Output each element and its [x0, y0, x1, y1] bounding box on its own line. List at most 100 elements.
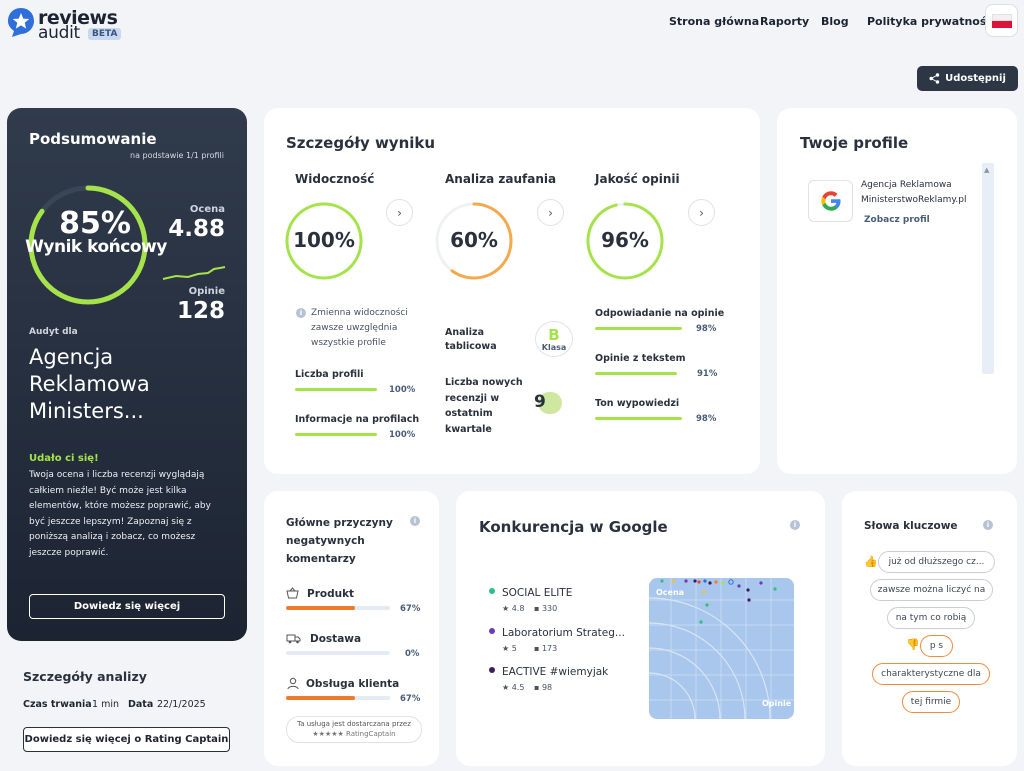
- customer-service-label: Obsługa klienta: [306, 678, 400, 690]
- text-reviews-bar: [595, 372, 677, 375]
- new-reviews-value: 9: [534, 392, 546, 412]
- competitor-reviews-value: 173: [541, 644, 558, 653]
- competitor-color-dot: [489, 628, 495, 634]
- quality-value: 96%: [601, 228, 649, 252]
- profiles-scrollbar[interactable]: ▲: [982, 163, 994, 374]
- nav-reports[interactable]: Raporty: [760, 15, 810, 28]
- new-reviews-pill: [538, 392, 562, 414]
- delivery-label: Dostawa: [310, 633, 362, 645]
- success-text: Twoja ocena i liczba recenzji wyglądają …: [29, 470, 211, 558]
- language-flag-button[interactable]: [985, 4, 1018, 37]
- view-profile-link[interactable]: Zobacz profil: [864, 215, 930, 225]
- rating-value: 4.88: [168, 216, 225, 242]
- replying-bar: [595, 327, 682, 330]
- competitor-item[interactable]: SOCIAL ELITE ★ 4.8 ▪ 330: [487, 587, 627, 623]
- info-icon[interactable]: i: [983, 520, 993, 530]
- competitor-rating: ★ 4.8: [502, 604, 525, 613]
- nav-blog[interactable]: Blog: [821, 15, 849, 28]
- summary-title: Podsumowanie: [29, 130, 157, 148]
- keyword-negative[interactable]: p s: [920, 635, 953, 657]
- nav-home[interactable]: Strona główna: [669, 15, 760, 28]
- replying-label: Odpowiadanie na opinie: [595, 308, 725, 319]
- basket-icon: [286, 587, 299, 599]
- profile-name-line1: Agencja Reklamowa: [861, 180, 952, 190]
- google-icon: [820, 191, 840, 211]
- competitor-color-dot: [489, 588, 495, 594]
- visibility-value: 100%: [293, 228, 355, 252]
- negative-reasons-title: Główne przyczyny negatywnych komentarzy: [286, 517, 393, 565]
- visibility-expand-button[interactable]: ›: [386, 199, 413, 226]
- profiles-card: [777, 108, 1017, 474]
- info-icon[interactable]: i: [410, 516, 420, 526]
- rating-captain-line2: ★★★★★ RatingCaptain: [312, 730, 396, 738]
- competitor-rating: ★ 5: [502, 644, 517, 653]
- delivery-bar-bg: [286, 651, 390, 655]
- final-score-value: 85%: [59, 206, 131, 241]
- reviews-count-value: 128: [176, 298, 225, 324]
- rating-captain-badge[interactable]: Ta usługa jest dostarczana przez ★★★★★ R…: [286, 716, 422, 743]
- trust-value: 60%: [450, 228, 498, 252]
- summary-panel: Podsumowanie na podstawie 1/1 profili 85…: [7, 108, 247, 641]
- competitor-reviews-value: 98: [541, 683, 553, 692]
- profiles-title: Twoje profile: [800, 134, 909, 152]
- competitor-reviews: ▪ 98: [534, 683, 553, 692]
- visibility-note: Zmienna widoczności zawsze uwzględnia ws…: [311, 308, 408, 348]
- keyword-negative[interactable]: tej firmie: [902, 691, 960, 713]
- final-score-label: Wynik końcowy: [25, 237, 167, 257]
- logo-text-reviews: reviews: [38, 7, 118, 29]
- keyword-negative[interactable]: charakterystyczne dla: [872, 663, 990, 685]
- tone-pct: 98%: [696, 414, 717, 424]
- info-icon[interactable]: i: [790, 520, 800, 530]
- trend-sparkline: [162, 266, 226, 280]
- summary-subtitle: na podstawie 1/1 profili: [130, 151, 224, 160]
- trust-expand-button[interactable]: ›: [537, 199, 564, 226]
- nav-privacy[interactable]: Polityka prywatności: [867, 15, 997, 28]
- profile-name-line2: MinisterstwoReklamy.pl: [861, 195, 967, 205]
- text-reviews-label: Opinie z tekstem: [595, 353, 686, 364]
- competitor-rating-value: 5: [511, 644, 517, 653]
- keyword-positive[interactable]: zawsze można liczyć na: [870, 579, 993, 601]
- score-details-title: Szczegóły wyniku: [286, 134, 436, 152]
- profiles-count-pct: 100%: [389, 385, 416, 395]
- company-name: Agencja Reklamowa Ministers...: [29, 345, 150, 423]
- plot-label-rating: Ocena: [656, 588, 684, 597]
- share-button[interactable]: Udostępnij: [917, 66, 1018, 91]
- profile-name: Agencja Reklamowa MinisterstwoReklamy.pl: [861, 178, 967, 208]
- date-label: Data: [128, 699, 154, 710]
- google-profile-logo[interactable]: [808, 180, 853, 222]
- chevron-right-icon: ›: [699, 205, 704, 220]
- reviews-count-label: Opinie: [188, 286, 225, 297]
- text-reviews-pct: 91%: [697, 369, 718, 379]
- analysis-details-title: Szczegóły analizy: [23, 669, 147, 684]
- customer-service-bar: [286, 696, 355, 700]
- replying-pct: 98%: [696, 324, 717, 334]
- competitor-name: SOCIAL ELITE: [502, 587, 573, 599]
- grade-badge: B Klasa: [535, 321, 573, 357]
- date-value: 22/1/2025: [157, 699, 206, 710]
- product-pct: 67%: [400, 604, 421, 614]
- keywords-title: Słowa kluczowe: [864, 520, 958, 532]
- logo[interactable]: reviews audit BETA: [6, 4, 126, 43]
- flag-pl-red: [992, 21, 1012, 28]
- rating-captain-button[interactable]: Dowiedz się więcej o Rating Captain: [23, 727, 230, 752]
- learn-more-button[interactable]: Dowiedz się więcej: [29, 594, 225, 619]
- keyword-positive[interactable]: już od dłuższego cz...: [878, 551, 995, 573]
- plot-label-reviews: Opinie: [762, 699, 792, 708]
- scroll-up-icon[interactable]: ▲: [984, 166, 990, 174]
- competitor-color-dot: [489, 667, 495, 673]
- competitor-rating: ★ 4.5: [502, 683, 525, 692]
- visibility-title: Widoczność: [295, 172, 375, 186]
- profile-info-bar: [295, 433, 377, 436]
- competitor-item[interactable]: Laboratorium Strateg... ★ 5 ▪ 173: [487, 627, 627, 663]
- quality-expand-button[interactable]: ›: [688, 199, 715, 226]
- audit-for-label: Audyt dla: [29, 327, 78, 337]
- keyword-positive[interactable]: na tym co robią: [887, 607, 975, 629]
- trust-title: Analiza zaufania: [445, 172, 557, 186]
- score-details-card: [264, 108, 760, 474]
- quality-title: Jakość opinii: [595, 172, 680, 186]
- competitor-item[interactable]: EACTIVE #wiemyjak ★ 4.5 ▪ 98: [487, 666, 627, 702]
- user-icon: [287, 677, 299, 690]
- competition-title: Konkurencja w Google: [479, 518, 668, 536]
- thumbs-up-icon: 👍: [864, 555, 878, 568]
- final-score-ring: [28, 185, 148, 305]
